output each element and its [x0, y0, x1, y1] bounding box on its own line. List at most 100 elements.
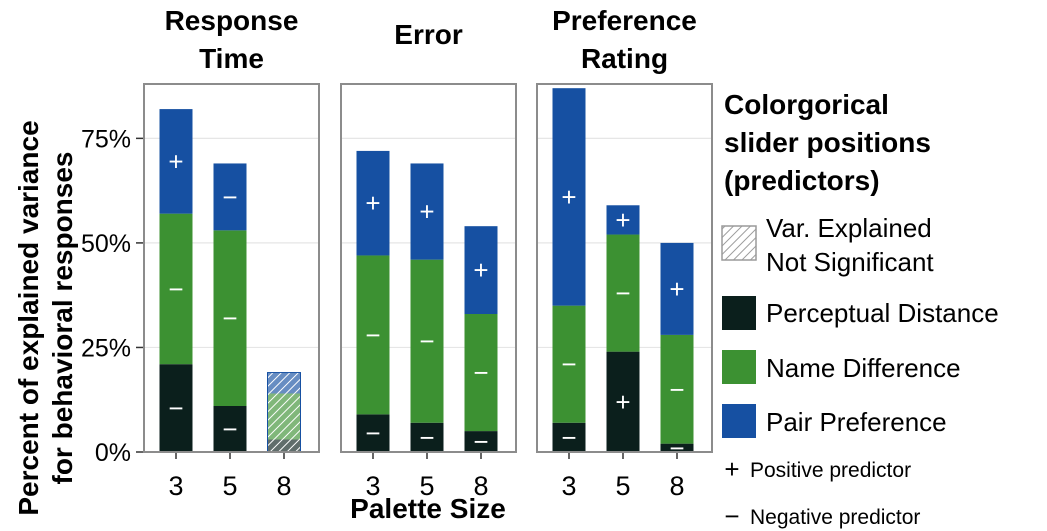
x-axis-label: Palette Size [350, 493, 506, 524]
chart-panels: Response Time − − +3 − − − 5 8 Error − − +3 − − +5 − − +8 Pr… [143, 5, 713, 501]
bar-segment-perceptual-distance [464, 431, 498, 452]
predictor-sign-name-difference: − [222, 303, 237, 333]
x-tick-label: 3 [365, 471, 380, 501]
y-axis-ticks: 0% 25% 50% 75% [81, 125, 144, 467]
bar-segment-name-difference [410, 259, 444, 423]
legend-positive-label: Positive predictor [750, 459, 911, 482]
legend-title: Colorgorical slider positions (predictor… [724, 89, 939, 196]
bar-5: + − + [606, 205, 640, 452]
predictor-sign-perceptual-distance: − [473, 427, 488, 457]
bar-5: − − + [410, 163, 444, 452]
x-tick-label: 3 [168, 471, 183, 501]
predictor-sign-name-difference: − [473, 358, 488, 388]
predictor-sign-name-difference: − [365, 320, 380, 350]
legend-swatch-pair-preference [722, 404, 756, 438]
bar-segment-name-difference [552, 305, 586, 423]
predictor-sign-name-difference: − [168, 274, 183, 304]
bar-segment-name-difference [213, 230, 247, 406]
panel-border [340, 83, 517, 453]
predictor-sign-pair-preference: − [222, 182, 237, 212]
legend-title-line-3: (predictors) [724, 165, 880, 196]
legend-label-name-difference: Name Difference [766, 353, 961, 383]
x-tick-label: 5 [222, 471, 237, 501]
x-tick-label: 8 [276, 471, 291, 501]
bar-3: − − + [552, 88, 586, 452]
panel-title: Error [394, 19, 463, 50]
predictor-sign-perceptual-distance: − [222, 414, 237, 444]
predictor-sign-perceptual-distance: − [168, 393, 183, 423]
predictor-sign-name-difference: − [561, 349, 576, 379]
panel-title-line-1: Error [394, 19, 463, 50]
legend-negative-symbol: − [724, 501, 739, 531]
bar-segment-perceptual-distance [159, 364, 193, 452]
predictor-sign-name-difference: − [615, 278, 630, 308]
legend-swatch-perceptual-distance [722, 296, 756, 330]
bar-segment-perceptual-distance [356, 414, 390, 452]
bar-segment-perceptual-distance [606, 351, 640, 452]
predictor-sign-perceptual-distance: − [365, 418, 380, 448]
bar-segment-perceptual-distance [552, 422, 586, 452]
predictor-sign-pair-preference: + [473, 255, 488, 285]
bar-segment-perceptual-distance [213, 406, 247, 452]
hatch-overlay-name-difference [267, 393, 301, 440]
panel-title-line-1: Preference [552, 5, 697, 36]
legend-title-line-2: slider positions [724, 127, 931, 158]
panel-title-line-2: Time [199, 43, 264, 74]
bar-segment-pair-preference [356, 150, 390, 256]
bar-3: − − + [159, 109, 193, 452]
predictor-sign-pair-preference: + [168, 146, 183, 176]
predictor-sign-pair-preference: + [669, 274, 684, 304]
predictor-sign-perceptual-distance: − [561, 422, 576, 452]
x-tick-label: 3 [561, 471, 576, 501]
legend-not-significant-line-2: Not Significant [766, 247, 934, 277]
legend-negative-label: Negative predictor [750, 506, 920, 529]
predictor-sign-pair-preference: + [365, 188, 380, 218]
legend-swatch-name-difference [722, 350, 756, 384]
y-axis-label: Percent of explained variance [13, 120, 44, 515]
bar-8 [267, 372, 301, 453]
predictor-sign-perceptual-distance: + [615, 387, 630, 417]
predictor-sign-pair-preference: + [419, 197, 434, 227]
bar-segment-name-difference [159, 213, 193, 365]
x-tick-label: 5 [615, 471, 630, 501]
predictor-sign-pair-preference: + [615, 205, 630, 235]
bar-segment-pair-preference [552, 88, 586, 306]
legend-label-not-significant: Var. Explained Not Significant [766, 213, 939, 277]
panel-title-line-1: Response [165, 5, 299, 36]
y-tick-label-3: 75% [81, 125, 131, 153]
bar-5: − − − [213, 163, 247, 452]
hatch-overlay-perceptual-distance [267, 439, 301, 452]
bar-segment-pair-preference [410, 163, 444, 260]
bar-segment-name-difference [606, 234, 640, 352]
y-axis-label-line-2: for behavioral responses [47, 151, 78, 484]
predictor-sign-perceptual-distance: − [419, 422, 434, 452]
bar-8: − − + [464, 226, 498, 457]
legend-title-line-1: Colorgorical [724, 89, 889, 120]
panel-border [536, 83, 713, 453]
predictor-sign-pair-preference: + [561, 182, 576, 212]
y-tick-label-1: 25% [81, 334, 131, 362]
bar-segment-perceptual-distance [660, 443, 694, 452]
panel-title-line-2: Rating [581, 43, 668, 74]
legend-label-perceptual-distance: Perceptual Distance [766, 298, 999, 328]
y-tick-label-0: 0% [95, 439, 131, 467]
predictor-sign-name-difference: − [419, 326, 434, 356]
y-tick-label-2: 50% [81, 230, 131, 258]
bar-segment-name-difference [660, 334, 694, 444]
bar-segment-name-difference [464, 314, 498, 432]
legend-not-significant-line-1: Var. Explained [766, 213, 932, 243]
x-tick-label: 8 [473, 471, 488, 501]
panel-title: Response Time [165, 5, 299, 74]
panel-border [143, 83, 320, 453]
hatch-overlay-pair-preference [267, 372, 301, 394]
bar-segment-pair-preference [213, 163, 247, 231]
bar-segment-perceptual-distance [410, 422, 444, 452]
x-tick-label: 8 [669, 471, 684, 501]
legend-positive-symbol: + [724, 454, 739, 484]
x-tick-label: 5 [419, 471, 434, 501]
legend-label-pair-preference: Pair Preference [766, 407, 947, 437]
bar-3: − − + [356, 150, 390, 452]
bar-8: −−+ [660, 242, 694, 463]
legend-swatch-not-significant [721, 225, 757, 261]
